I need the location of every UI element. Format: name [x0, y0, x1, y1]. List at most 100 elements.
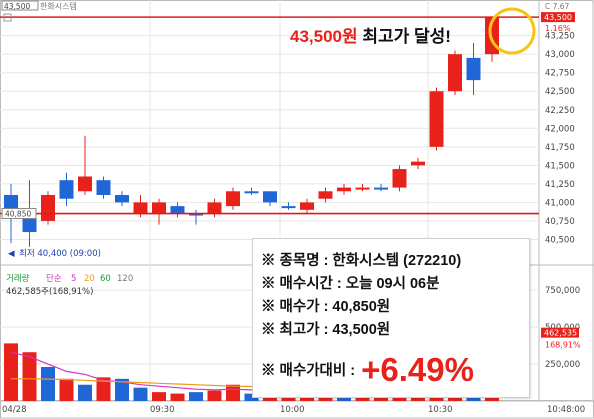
volume-bar: [263, 395, 277, 401]
candles: [4, 17, 499, 247]
price-tick-label: 42,750: [545, 69, 575, 79]
volume-bar: [170, 393, 185, 401]
candle-body: [466, 57, 481, 81]
candle-body: [133, 202, 148, 214]
candle-body: [96, 180, 111, 195]
price-tick-label: 43,250: [545, 32, 575, 42]
price-tick-label: 40,500: [545, 235, 575, 245]
volume-legend-value: 462,585주(168,91%): [6, 287, 93, 297]
candle-body: [263, 191, 277, 203]
level-lines: 40,850: [0, 16, 539, 220]
volume-bar: [78, 384, 92, 401]
volume-tick-label: 250,000: [545, 360, 580, 370]
info-stock: ※ 종목명 : 한화시스템 (272210): [261, 253, 462, 269]
buy-level-label: 40,850: [5, 210, 31, 219]
time-tick-label: 10:30: [428, 405, 453, 415]
info-diff: ※ 매수가대비 : +6.49%: [261, 351, 474, 389]
header-price-box: [1, 0, 39, 11]
volume-legend-ma5: 5: [71, 274, 76, 284]
candle-body: [355, 187, 370, 190]
info-diff-label: ※ 매수가대비 :: [261, 363, 356, 379]
volume-bar: [318, 395, 333, 401]
volume-bar: [59, 378, 74, 401]
price-tick-label: 42,250: [545, 106, 575, 116]
header-price-text: 43,500: [4, 2, 30, 11]
candle-body: [115, 195, 129, 203]
last-price-tag: [541, 12, 575, 23]
price-tick-label: 40,750: [545, 217, 575, 227]
candle-body: [300, 202, 314, 210]
low-marker-arrow: ◀: [8, 249, 15, 259]
candle-body: [411, 161, 425, 166]
candle-body: [429, 91, 444, 147]
volume-legend-ma-label: 단순: [46, 273, 62, 284]
volume-legend-ma60: 60: [100, 274, 111, 284]
volume-bar: [374, 396, 388, 401]
volume-last-label: 462,535: [544, 329, 577, 338]
price-tick-label: 42,000: [545, 124, 575, 134]
low-marker-label: 최저 40,400 (09:00): [19, 248, 101, 259]
volume-bar: [244, 393, 259, 401]
last-change-prefix: C 7.67: [545, 2, 570, 11]
volume-bar: [41, 367, 55, 401]
volume-bar: [207, 390, 222, 401]
highlight-circle: [488, 7, 536, 55]
volume-pct-label: 168,91%: [545, 341, 581, 350]
volume-bar: [355, 395, 370, 401]
volume-tick-label: 750,000: [545, 286, 580, 296]
info-buy-time: ※ 매수시간 : 오늘 09시 06분: [261, 276, 440, 292]
candle-body: [170, 206, 185, 214]
candle-body: [78, 176, 92, 192]
volume-legend-ma120: 120: [117, 274, 133, 284]
time-tick-label: 09:30: [150, 405, 175, 415]
price-tick-label: 41,000: [545, 198, 575, 208]
candle-body: [318, 191, 333, 199]
candle-body: [207, 202, 222, 214]
volume-bar: [22, 352, 37, 401]
annotation-rest: 최고가 달성!: [358, 26, 451, 46]
volume-bar: [226, 384, 240, 401]
panel-toggle-icon[interactable]: [3, 13, 12, 22]
last-price-label: 43,500: [544, 13, 572, 22]
candle-body: [392, 169, 407, 188]
volume-bar: [189, 392, 203, 401]
time-tick-label: 10:00: [280, 405, 305, 415]
candle-body: [244, 191, 259, 194]
axis-labels: 43,250 43,000 42,750 42,500 42,250 42,000 41,7…: [2, 2, 585, 415]
candle-body: [374, 187, 388, 190]
time-tick-label: 04/28: [2, 405, 27, 415]
volume-bar: [392, 395, 407, 401]
time-tick-label: 10:48:00: [547, 405, 585, 415]
price-tick-label: 41,750: [545, 143, 575, 153]
volume-last-tag: [541, 327, 579, 338]
volume-bar: [115, 378, 129, 401]
info-diff-value: +6.49%: [361, 351, 474, 388]
price-tick-label: 41,500: [545, 161, 575, 171]
price-tick-label: 42,500: [545, 87, 575, 97]
candle-body: [337, 187, 351, 192]
buy-level-box: [1, 208, 37, 220]
candle-body: [281, 206, 296, 209]
price-tick-label: 43,000: [545, 50, 575, 60]
candle-body: [226, 191, 240, 207]
candle-body: [152, 202, 166, 214]
info-high-price: ※ 최고가 : 43,500원: [261, 322, 391, 338]
info-buy-price: ※ 매수가 : 40,850원: [261, 299, 391, 315]
volume-legend-ma20: 20: [84, 274, 95, 284]
candle-body: [189, 213, 203, 216]
candle-body: [59, 180, 74, 199]
price-tick-label: 41,250: [545, 180, 575, 190]
volume-legend-name: 거래량: [6, 273, 30, 284]
volume-bar: [152, 392, 166, 401]
annotation-price: 43,500원: [290, 27, 358, 46]
volume-bar: [337, 395, 351, 401]
annotation-title: 43,500원 최고가 달성!: [290, 26, 451, 46]
candle-body: [448, 54, 462, 92]
candle-body: [41, 195, 55, 221]
header-stock-name: 한화시스템: [40, 1, 77, 11]
last-change-label: 1.16%: [545, 24, 571, 33]
trade-info-box: ※ 종목명 : 한화시스템 (272210) ※ 매수시간 : 오늘 09시 0…: [252, 238, 530, 398]
volume-bar: [4, 343, 18, 401]
volume-bar: [133, 387, 148, 401]
